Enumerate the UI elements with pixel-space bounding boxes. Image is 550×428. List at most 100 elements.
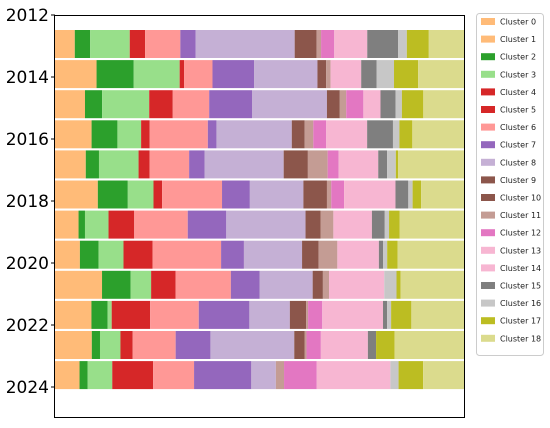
bar-segment-2015-cluster-9 bbox=[291, 120, 305, 149]
legend-label-cluster-4: Cluster 4 bbox=[500, 88, 536, 97]
bar-segment-2015-cluster-3 bbox=[117, 120, 142, 149]
bar-segment-2012-cluster-8 bbox=[195, 30, 295, 58]
bar-segment-2023-cluster-18 bbox=[423, 361, 464, 390]
bar-segment-2019-cluster-2 bbox=[79, 240, 99, 269]
bar-segment-2014-cluster-3 bbox=[102, 90, 150, 119]
bar-segment-2017-cluster-7 bbox=[222, 180, 250, 209]
bar-segment-2019-cluster-7 bbox=[221, 240, 244, 269]
bar-segment-2019-cluster-18 bbox=[397, 240, 464, 269]
legend-label-cluster-14: Cluster 14 bbox=[500, 264, 541, 273]
bar-segment-2018-cluster-0 bbox=[55, 210, 79, 239]
legend-label-cluster-5: Cluster 5 bbox=[500, 106, 536, 115]
bar-segment-2020-cluster-11 bbox=[322, 270, 330, 299]
bar-segment-2012-cluster-3 bbox=[90, 30, 130, 58]
bar-segment-2022-cluster-2 bbox=[91, 331, 100, 359]
legend: Cluster 0 Cluster 1 Cluster 2 Cluster 3 Clus… bbox=[476, 13, 544, 356]
bar-segment-2015-cluster-11 bbox=[304, 120, 314, 149]
legend-swatch-cluster-13 bbox=[481, 246, 495, 254]
bar-segment-2022-cluster-13 bbox=[320, 331, 368, 359]
bar-segment-2018-cluster-4 bbox=[108, 210, 135, 239]
bar-segment-2018-cluster-18 bbox=[399, 210, 464, 239]
bar-segment-2021-cluster-7 bbox=[198, 300, 250, 329]
bar-segment-2017-cluster-3 bbox=[127, 180, 154, 209]
bar-segment-2013-cluster-7 bbox=[212, 60, 255, 89]
bar-segment-2017-cluster-11 bbox=[326, 180, 332, 209]
bar-segment-2022-cluster-18 bbox=[394, 331, 464, 359]
legend-label-cluster-6: Cluster 6 bbox=[500, 123, 536, 132]
bar-segment-2019-cluster-6 bbox=[152, 240, 222, 269]
legend-label-cluster-13: Cluster 13 bbox=[500, 246, 541, 255]
bar-segment-2019-cluster-15 bbox=[378, 240, 384, 269]
bar-segment-2018-cluster-9 bbox=[305, 210, 321, 239]
bar-segment-2015-cluster-16 bbox=[392, 120, 400, 149]
bar-segment-2019-cluster-17 bbox=[387, 240, 398, 269]
bar-segment-2020-cluster-8 bbox=[259, 270, 313, 299]
bar-segment-2016-cluster-18 bbox=[398, 150, 464, 179]
bar-segment-2014-cluster-7 bbox=[209, 90, 253, 119]
bar-segment-2014-cluster-0 bbox=[55, 90, 85, 119]
bar-segment-2019-cluster-4 bbox=[123, 240, 153, 269]
bar-segment-2013-cluster-9 bbox=[317, 60, 327, 89]
bar-segment-2021-cluster-0 bbox=[55, 300, 92, 329]
bar-segment-2021-cluster-16 bbox=[387, 300, 392, 329]
bar-segment-2013-cluster-16 bbox=[376, 60, 395, 89]
bar-segment-2019-cluster-9 bbox=[302, 240, 319, 269]
bar-segment-2014-cluster-2 bbox=[84, 90, 103, 119]
bar-segment-2019-cluster-3 bbox=[98, 240, 124, 269]
bar-segment-2020-cluster-13 bbox=[329, 270, 385, 299]
bars-group bbox=[55, 30, 464, 390]
bar-segment-2017-cluster-0 bbox=[55, 180, 98, 209]
bar-segment-2020-cluster-16 bbox=[384, 270, 397, 299]
legend-label-cluster-3: Cluster 3 bbox=[500, 70, 536, 79]
bar-segment-2014-cluster-13 bbox=[363, 90, 381, 119]
bar-segment-2015-cluster-7 bbox=[207, 120, 217, 149]
bar-segment-2023-cluster-16 bbox=[390, 361, 399, 390]
legend-label-cluster-1: Cluster 1 bbox=[500, 35, 536, 44]
bar-segment-2019-cluster-16 bbox=[383, 240, 388, 269]
bar-segment-2016-cluster-3 bbox=[98, 150, 139, 179]
bar-segment-2021-cluster-8 bbox=[249, 300, 290, 329]
legend-swatch-cluster-9 bbox=[481, 176, 495, 184]
legend-swatch-cluster-18 bbox=[481, 334, 495, 342]
bar-segment-2021-cluster-17 bbox=[391, 300, 412, 329]
bar-segment-2016-cluster-4 bbox=[138, 150, 150, 179]
bar-segment-2014-cluster-11 bbox=[339, 90, 347, 119]
legend-label-cluster-10: Cluster 10 bbox=[500, 194, 541, 203]
bar-segment-2015-cluster-6 bbox=[149, 120, 208, 149]
legend-swatch-cluster-6 bbox=[481, 123, 495, 131]
bar-segment-2019-cluster-0 bbox=[55, 240, 80, 269]
bar-segment-2016-cluster-11 bbox=[307, 150, 328, 179]
bar-segment-2014-cluster-12 bbox=[346, 90, 364, 119]
bar-segment-2014-cluster-9 bbox=[326, 90, 340, 119]
bar-segment-2015-cluster-17 bbox=[399, 120, 413, 149]
bar-segment-2018-cluster-7 bbox=[187, 210, 227, 239]
bar-segment-2012-cluster-6 bbox=[145, 30, 181, 58]
legend-label-cluster-7: Cluster 7 bbox=[500, 141, 536, 150]
bar-segment-2014-cluster-18 bbox=[423, 90, 464, 119]
bar-segment-2013-cluster-6 bbox=[184, 60, 213, 89]
legend-label-cluster-0: Cluster 0 bbox=[500, 18, 536, 27]
legend-swatch-cluster-2 bbox=[481, 53, 495, 61]
legend-swatch-cluster-12 bbox=[481, 229, 495, 237]
bar-segment-2013-cluster-3 bbox=[133, 60, 180, 89]
bar-segment-2023-cluster-8 bbox=[251, 361, 276, 390]
bar-segment-2022-cluster-15 bbox=[367, 331, 377, 359]
bar-segment-2014-cluster-17 bbox=[401, 90, 424, 119]
bar-segment-2016-cluster-8 bbox=[204, 150, 284, 179]
bar-segment-2021-cluster-15 bbox=[383, 300, 388, 329]
bar-segment-2013-cluster-4 bbox=[179, 60, 185, 89]
bar-segment-2013-cluster-11 bbox=[326, 60, 331, 89]
bar-segment-2023-cluster-12 bbox=[284, 361, 317, 390]
bar-segment-2014-cluster-4 bbox=[149, 90, 173, 119]
legend-swatch-cluster-11 bbox=[481, 211, 495, 219]
bar-segment-2015-cluster-12 bbox=[313, 120, 327, 149]
bar-segment-2017-cluster-4 bbox=[153, 180, 163, 209]
y-tick-label-2014: 2014 bbox=[6, 68, 49, 88]
bar-segment-2020-cluster-3 bbox=[130, 270, 152, 299]
bar-segment-2020-cluster-2 bbox=[102, 270, 131, 299]
bar-segment-2015-cluster-18 bbox=[412, 120, 464, 149]
bar-segment-2012-cluster-16 bbox=[398, 30, 407, 58]
bar-segment-2023-cluster-17 bbox=[398, 361, 424, 390]
bar-segment-2017-cluster-9 bbox=[303, 180, 327, 209]
bar-segment-2012-cluster-12 bbox=[321, 30, 335, 58]
